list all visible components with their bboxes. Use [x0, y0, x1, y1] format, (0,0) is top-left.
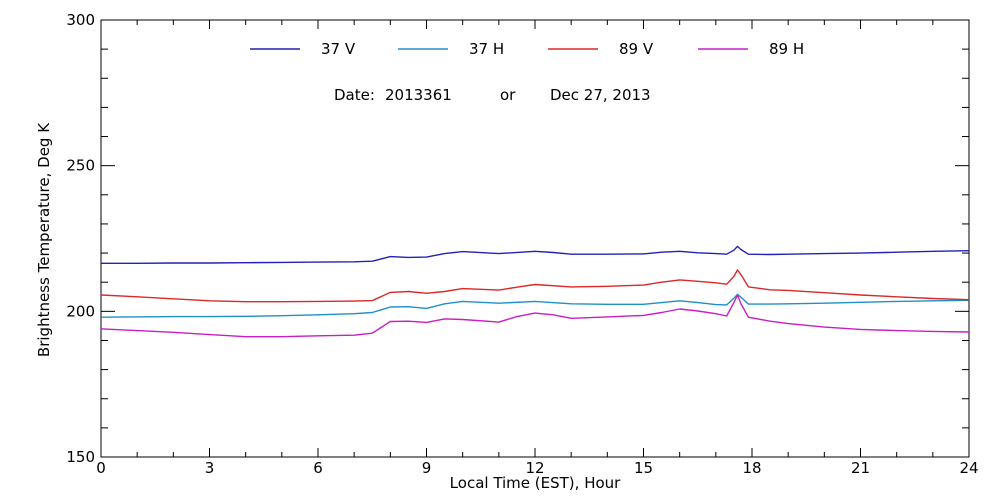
x-tick-label: 21: [851, 459, 870, 477]
y-tick-label: 200: [66, 302, 95, 320]
date-prefix: Date:: [334, 86, 375, 104]
date-code: 2013361: [385, 86, 452, 104]
series-line-89-h: [100, 294, 970, 338]
x-tick-label: 15: [634, 459, 653, 477]
y-axis-title: Brightness Temperature, Deg K: [35, 122, 53, 357]
date-calendar: Dec 27, 2013: [550, 86, 651, 104]
legend-label: 37 V: [321, 40, 356, 58]
y-tick-label: 150: [66, 448, 95, 466]
x-axis-title: Local Time (EST), Hour: [450, 474, 621, 492]
series-line-89-v: [100, 269, 970, 303]
legend-label: 89 V: [619, 40, 654, 58]
date-connector: or: [500, 86, 516, 104]
x-tick-label: 3: [205, 459, 215, 477]
x-tick-label: 24: [959, 459, 978, 477]
series-line-37-v: [101, 245, 970, 264]
series-lines: [100, 245, 970, 338]
series-line-37-h: [100, 293, 970, 318]
x-tick-label: 12: [525, 459, 544, 477]
x-tick-label: 18: [742, 459, 761, 477]
legend-label: 89 H: [769, 40, 804, 58]
x-tick-label: 6: [313, 459, 323, 477]
legend: 37 V 37 H 89 V 89 H: [250, 40, 804, 58]
plot-frame: [100, 19, 970, 458]
axis-ticks: 0 3 6 9 12 15 18 21 24 150 200 250 300: [66, 11, 978, 477]
legend-label: 37 H: [469, 40, 504, 58]
x-tick-label: 0: [96, 459, 106, 477]
x-tick-label: 9: [422, 459, 432, 477]
y-tick-label: 250: [66, 157, 95, 175]
y-tick-label: 300: [66, 11, 95, 29]
